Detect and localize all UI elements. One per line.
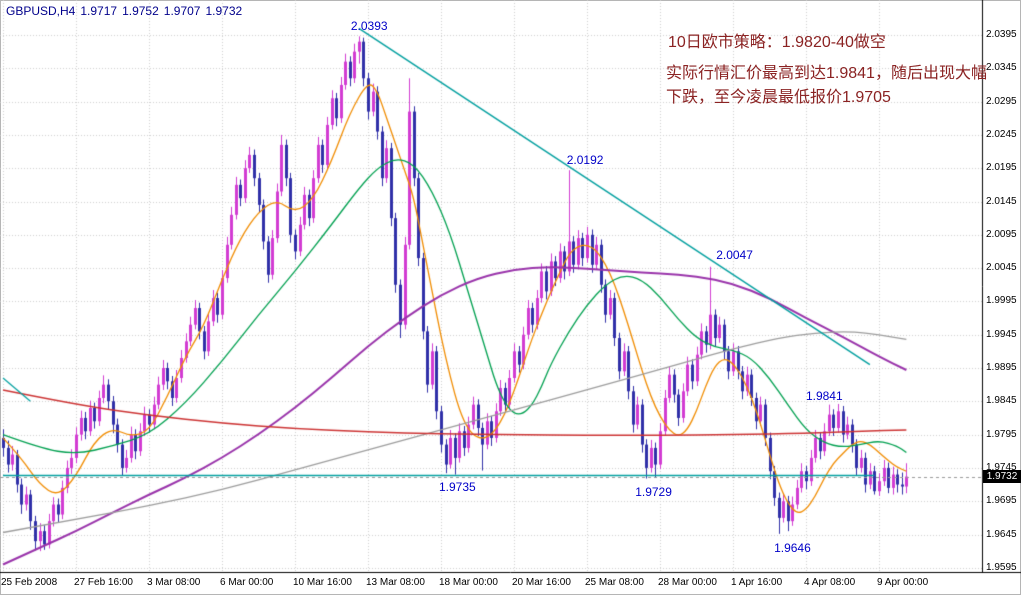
price-tick-label: 2.0145 [986, 195, 1017, 207]
price-annotation: 1.9646 [774, 540, 811, 555]
symbol-timeframe-ohlc-readout: GBPUSD,H4 1.9717 1.9752 1.9707 1.9732 [6, 4, 247, 18]
price-annotation: 1.9841 [805, 388, 843, 403]
price-tick-label: 1.9845 [986, 395, 1017, 407]
ohlc-low-value: 1.9707 [163, 4, 201, 18]
price-annotation: 1.9735 [439, 479, 476, 494]
time-tick-label: 25 Feb 2008 [1, 577, 58, 588]
price-tick-label: 2.0345 [986, 62, 1017, 74]
ohlc-close-value: 1.9732 [205, 4, 243, 18]
price-tick-label: 1.9695 [986, 495, 1017, 507]
time-tick-label: 4 Apr 08:00 [804, 577, 856, 588]
strategy-note: 10日欧市策略：1.9820-40做空 [668, 34, 886, 51]
time-tick-label: 20 Mar 16:00 [512, 577, 571, 588]
time-tick-label: 1 Apr 16:00 [731, 577, 783, 588]
price-tick-label: 2.0195 [986, 162, 1017, 174]
price-annotation: 2.0047 [716, 247, 753, 262]
price-tick-label: 1.9645 [986, 528, 1017, 540]
time-tick-label: 3 Mar 08:00 [147, 577, 201, 588]
price-annotation: 2.0393 [350, 19, 388, 34]
price-tick-label: 2.0045 [986, 262, 1017, 274]
price-tick-label: 2.0095 [986, 228, 1017, 240]
time-tick-label: 6 Mar 00:00 [220, 577, 274, 588]
ohlc-open-value: 1.9717 [80, 4, 118, 18]
time-tick-label: 18 Mar 00:00 [439, 577, 498, 588]
price-tick-label: 1.9745 [986, 461, 1017, 473]
ohlc-high-value: 1.9752 [122, 4, 159, 18]
time-tick-label: 10 Mar 16:00 [293, 577, 352, 588]
price-tick-label: 1.9895 [986, 362, 1017, 373]
symbol-timeframe-label: GBPUSD,H4 [6, 4, 76, 18]
current-price-tag: 1.9732 [983, 469, 1021, 483]
price-tick-label: 2.0395 [986, 29, 1017, 40]
price-annotation: 2.0192 [566, 153, 604, 168]
time-tick-label: 13 Mar 08:00 [366, 577, 425, 588]
price-tick-label: 1.9945 [986, 328, 1017, 340]
time-tick-label: 28 Mar 00:00 [658, 577, 717, 588]
time-tick-label: 9 Apr 00:00 [877, 577, 929, 588]
price-tick-label: 2.0245 [986, 128, 1017, 140]
price-tick-label: 1.9595 [986, 561, 1017, 573]
price-tick-label: 2.0295 [986, 95, 1017, 107]
price-tick-label: 1.9995 [986, 295, 1017, 307]
time-tick-label: 27 Feb 16:00 [74, 577, 133, 588]
time-tick-label: 25 Mar 08:00 [585, 577, 644, 588]
market-recap-note: 实际行情汇价最高到达1.9841，随后出现大幅下跌，至今凌晨最低报价1.9705 [666, 65, 987, 106]
price-annotation: 1.9729 [635, 484, 672, 499]
price-tick-label: 1.9795 [986, 428, 1017, 440]
